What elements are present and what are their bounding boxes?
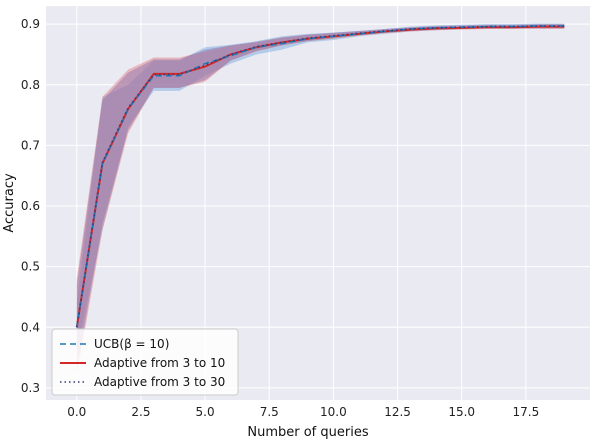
legend-box	[51, 328, 239, 396]
y-tick-label-1: 0.4	[21, 320, 40, 334]
x-tick-label-7: 17.5	[512, 405, 539, 419]
y-axis-label: Accuracy	[2, 173, 17, 233]
y-tick-label-6: 0.9	[21, 17, 40, 31]
legend-label-2: Adaptive from 3 to 30	[94, 375, 225, 389]
x-tick-label-3: 7.5	[260, 405, 279, 419]
x-tick-label-2: 5.0	[196, 405, 215, 419]
x-tick-label-0: 0.0	[67, 405, 86, 419]
line-series-2	[75, 25, 565, 328]
legend-label-0: UCB(β = 10)	[94, 337, 169, 351]
y-tick-label-5: 0.8	[21, 78, 40, 92]
x-tick-label-5: 12.5	[384, 405, 411, 419]
y-tick-label-2: 0.5	[21, 260, 40, 274]
legend-label-1: Adaptive from 3 to 10	[94, 356, 225, 370]
x-tick-label-4: 10.0	[320, 405, 347, 419]
x-tick-label-6: 15.0	[448, 405, 475, 419]
x-tick-label-1: 2.5	[131, 405, 150, 419]
y-tick-label-4: 0.7	[21, 138, 40, 152]
y-tick-label-3: 0.6	[21, 199, 40, 213]
x-axis-label: Number of queries	[247, 425, 368, 440]
y-tick-label-0: 0.3	[21, 381, 40, 395]
